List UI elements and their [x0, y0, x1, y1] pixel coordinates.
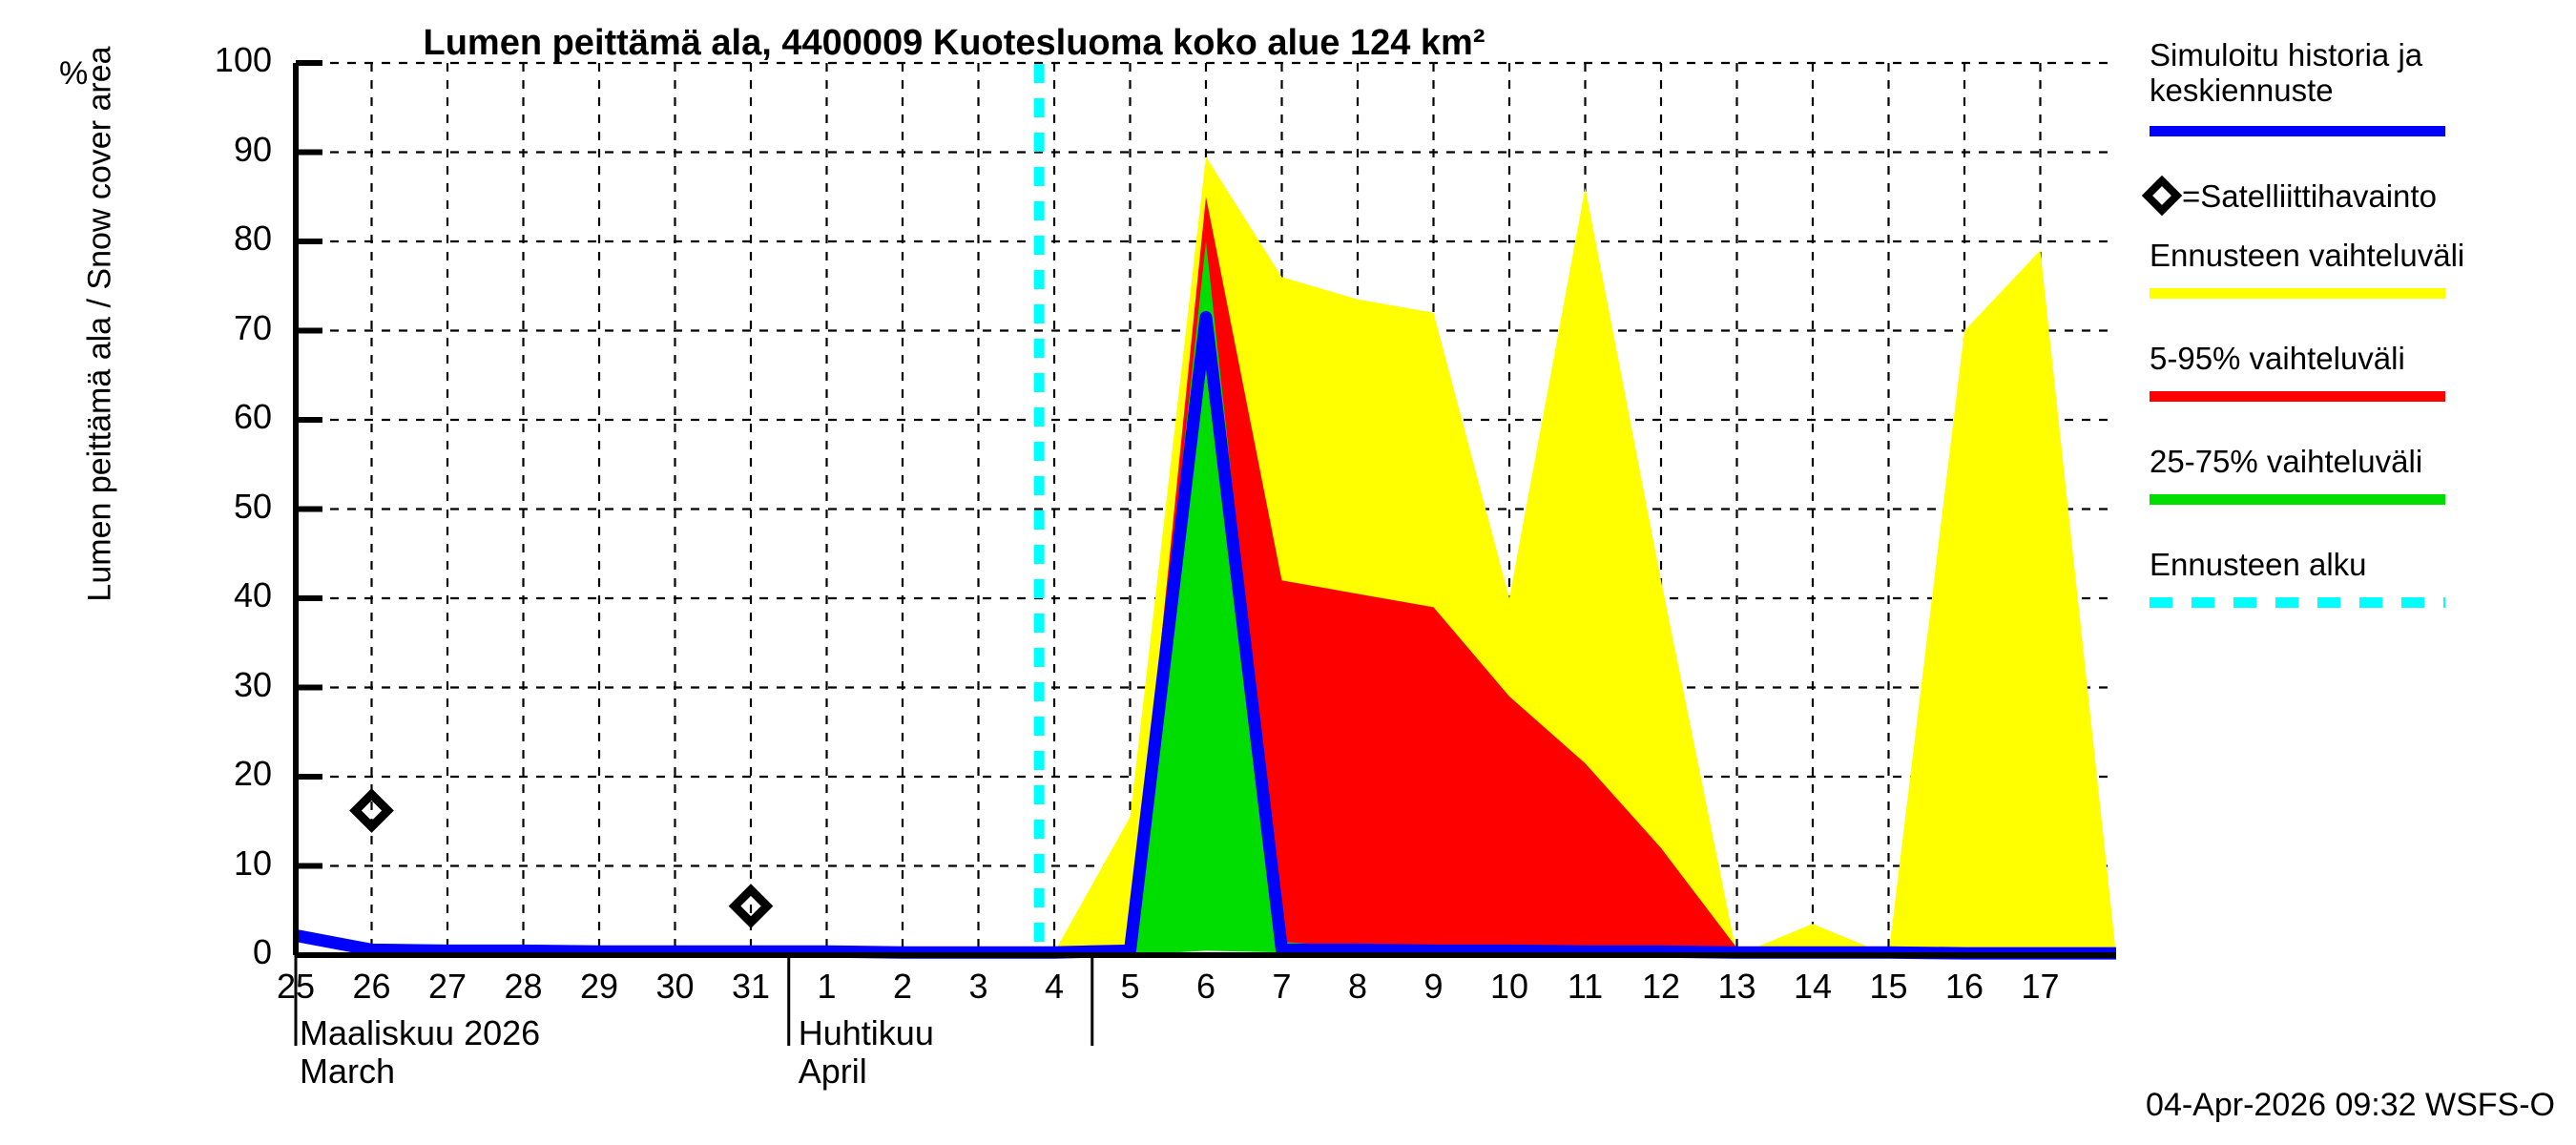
- x-tick-label: 4: [1044, 967, 1065, 1006]
- x-tick-label: 27: [427, 967, 467, 1006]
- x-tick-label: 5: [1120, 967, 1140, 1006]
- x-tick-label: 16: [1944, 967, 1984, 1006]
- x-tick-label: 30: [655, 967, 695, 1006]
- page-title: Lumen peittämä ala, 4400009 Kuotesluoma …: [423, 23, 1485, 63]
- legend-item-label: Simuloitu historia ja keskiennuste: [2150, 37, 2423, 109]
- month-label: Huhtikuu April: [798, 1013, 934, 1092]
- axes: [293, 60, 2116, 1046]
- y-tick-label: 0: [252, 932, 272, 971]
- x-tick-label: 14: [1793, 967, 1833, 1006]
- legend-item-label: 5-95% vaihteluväli: [2150, 341, 2405, 376]
- x-tick-label: 8: [1347, 967, 1368, 1006]
- y-tick-label: 30: [233, 664, 272, 704]
- x-tick-label: 3: [968, 967, 988, 1006]
- legend-item-label: Ennusteen alku: [2150, 547, 2367, 582]
- month-label-en: April: [798, 1051, 867, 1092]
- legend-item-label-line: keskiennuste: [2150, 72, 2334, 108]
- legend-swatch: [2150, 126, 2445, 136]
- x-tick-label: 25: [276, 967, 316, 1006]
- y-tick-label: 80: [233, 219, 272, 258]
- month-label: Maaliskuu 2026 March: [300, 1013, 541, 1092]
- y-tick-label: 20: [233, 754, 272, 793]
- legend-swatch: [2150, 597, 2445, 608]
- y-tick-label: 90: [233, 129, 272, 169]
- month-label-fi: Huhtikuu: [798, 1013, 934, 1052]
- legend-swatch: [2150, 391, 2445, 402]
- x-tick-label: 11: [1567, 967, 1604, 1006]
- x-tick-label: 10: [1489, 967, 1529, 1006]
- x-tick-label: 9: [1423, 967, 1444, 1006]
- x-tick-label: 26: [352, 967, 391, 1006]
- month-label-en: March: [300, 1051, 396, 1092]
- y-tick-label: 70: [233, 307, 272, 347]
- x-tick-label: 17: [2021, 967, 2060, 1006]
- y-tick-label: 10: [233, 843, 272, 883]
- x-tick-label: 6: [1195, 967, 1216, 1006]
- y-tick-label: 40: [233, 575, 272, 614]
- x-tick-label: 12: [1641, 967, 1681, 1006]
- y-tick-label: 100: [214, 40, 272, 79]
- month-label-fi: Maaliskuu 2026: [300, 1013, 541, 1052]
- x-tick-label: 31: [731, 967, 771, 1006]
- timestamp-footer: 04-Apr-2026 09:32 WSFS-O: [2146, 1087, 2555, 1123]
- legend-swatch: [2150, 288, 2445, 299]
- x-tick-label: 7: [1272, 967, 1292, 1006]
- x-tick-label: 1: [817, 967, 837, 1006]
- y-tick-label: 60: [233, 397, 272, 436]
- x-tick-label: 15: [1869, 967, 1908, 1006]
- legend-swatch: [2150, 494, 2445, 505]
- legend-item-label: Ennusteen vaihteluväli: [2150, 238, 2465, 273]
- x-tick-label: 2: [892, 967, 913, 1006]
- y-axis-unit: %: [59, 55, 89, 92]
- y-tick-label: 50: [233, 486, 272, 526]
- satellite-observations: [349, 788, 774, 928]
- x-tick-label: 29: [579, 967, 619, 1006]
- legend-item-label: 25-75% vaihteluväli: [2150, 444, 2423, 479]
- x-tick-label: 13: [1717, 967, 1756, 1006]
- legend-item-label: =Satelliittihavainto: [2182, 178, 2437, 214]
- legend-item-label-line: Simuloitu historia ja: [2150, 37, 2423, 73]
- x-tick-label: 28: [504, 967, 543, 1006]
- data-bands: [296, 156, 2116, 956]
